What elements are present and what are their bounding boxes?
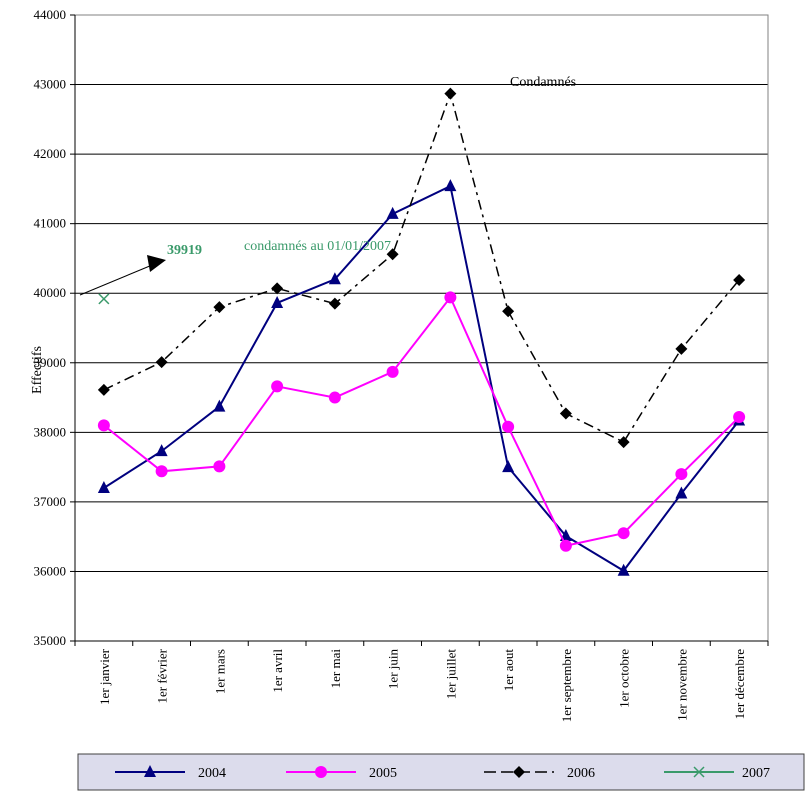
legend-label: 2006 [567,766,595,781]
data-point-2005 [617,527,630,540]
data-point-2006 [617,436,630,449]
x-tick-label: 1er janvier [97,648,112,705]
annotation-note: condamnés au 01/01/2007 [244,239,391,254]
x-tick-label: 1er décembre [732,649,747,720]
x-tick-label: 1er février [155,648,170,703]
x-axis: 1er janvier 1er février 1er mars 1er avril 1… [74,640,769,723]
data-point-2005 [733,411,746,424]
series-line-2006 [103,91,740,444]
series-2007 [98,293,110,305]
y-tick-label: 35000 [34,633,67,648]
data-point-2004 [97,480,110,493]
data-point-2005 [675,468,688,481]
data-point-2004 [386,206,399,219]
data-point-2004 [444,179,457,192]
x-marker-stroke [98,293,110,305]
annotation-value-label: 39919 [167,243,202,258]
data-point-2004 [675,486,688,499]
series-2005 [97,291,746,552]
legend-label: 2004 [198,766,226,781]
y-axis-label: Effectifs [30,346,45,394]
x-tick-label: 1er avril [270,649,285,693]
x-tick-label: 1er mars [212,649,227,694]
series-line-2004 [103,184,740,573]
legend-marker [315,766,327,778]
data-point-2006 [386,248,399,261]
data-point-2005 [213,460,226,473]
data-point-2006 [675,342,688,355]
data-point-2006 [444,87,457,100]
data-point-2005 [97,419,110,432]
data-point-2005 [502,420,515,433]
annotation-arrow [79,255,166,296]
series-group [97,87,746,576]
data-point-2005 [444,291,457,304]
data-point-2006 [328,297,341,310]
data-point-2006 [733,274,746,287]
data-point-2005 [386,365,399,378]
series-line-2005 [103,295,740,547]
plot-frame [74,14,769,642]
x-tick-label: 1er aout [501,649,516,692]
y-tick-label: 40000 [34,285,67,300]
y-axis: 35000 36000 37000 38000 39000 40000 41000 42000… [34,7,76,648]
data-point-2005 [559,539,572,552]
data-point-2006 [559,407,572,420]
x-tick-label: 1er mai [328,649,343,689]
data-point-2004 [328,272,341,285]
legend-marker [693,766,705,778]
legend: 2004 2005 2006 2007 [77,753,805,791]
y-tick-label: 41000 [34,216,67,231]
x-tick-label: 1er septembre [559,649,574,723]
data-point-2004 [271,295,284,308]
data-point-2006 [213,301,226,314]
x-tick-label: 1er novembre [674,649,689,721]
y-tick-label: 43000 [34,77,67,92]
y-tick-label: 39000 [34,355,67,370]
grid-lines [75,84,768,572]
legend-marker [513,766,525,778]
legend-label: 2007 [742,766,770,781]
legend-marker [144,765,156,777]
y-tick-label: 37000 [34,494,67,509]
series-2006 [97,87,746,449]
data-point-2006 [97,383,110,396]
x-tick-label: 1er juillet [443,649,458,700]
y-tick-label: 42000 [34,146,67,161]
y-tick-label: 38000 [34,424,67,439]
x-tick-label: 1er octobre [617,649,632,708]
annotation-series-note: Condamnés [510,75,576,90]
data-point-2005 [271,380,284,393]
data-point-2004 [155,444,168,457]
x-tick-label: 1er juin [386,649,401,690]
y-tick-label: 44000 [34,7,67,22]
data-point-2004 [213,399,226,412]
data-point-2006 [271,282,284,295]
data-point-2006 [502,305,515,318]
x-marker-stroke [693,766,705,778]
y-tick-label: 36000 [34,563,67,578]
data-point-2007 [98,293,110,305]
data-point-2004 [617,563,630,576]
data-point-2006 [155,356,168,369]
data-point-2005 [328,391,341,404]
series-2004 [97,179,746,576]
data-point-2005 [155,465,168,478]
data-point-2004 [502,460,515,473]
legend-label: 2005 [369,766,397,781]
